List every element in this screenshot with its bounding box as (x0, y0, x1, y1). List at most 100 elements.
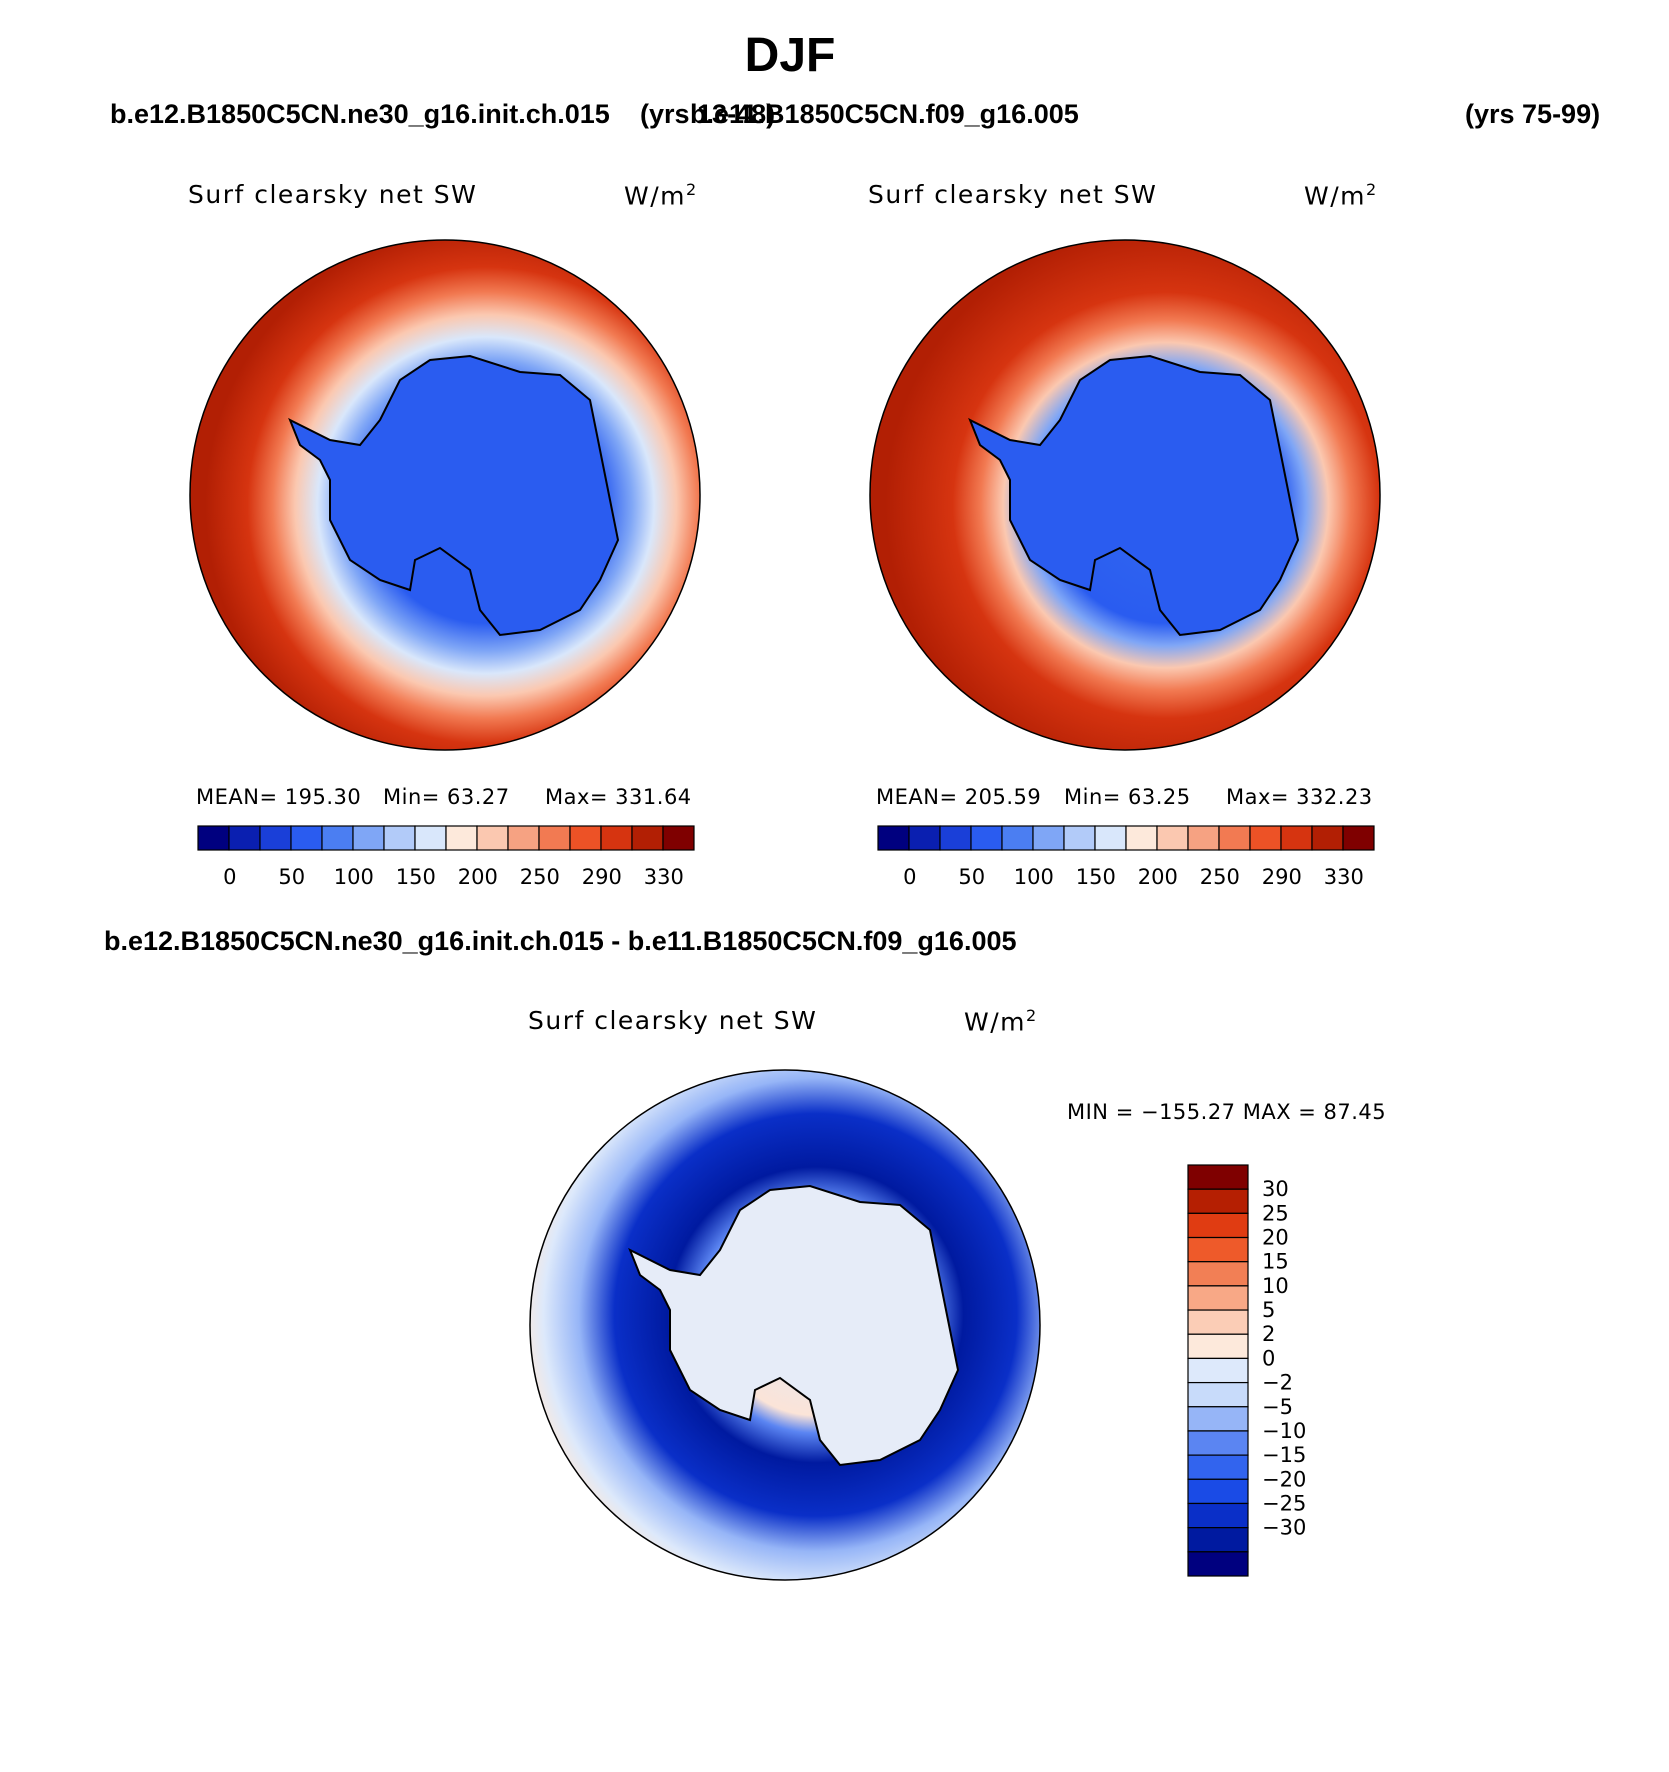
colorbar-diff-label: 20 (1262, 1226, 1289, 1250)
colorbar-diff-label: −2 (1262, 1371, 1293, 1395)
colorbar-a-swatch (600, 825, 633, 851)
colorbar-diff-swatch (1187, 1285, 1249, 1311)
colorbar-b-swatch (877, 825, 910, 851)
colorbar-b-swatch (1311, 825, 1344, 851)
panel-a-map (189, 239, 701, 751)
colorbar-diff-label: 2 (1262, 1322, 1275, 1346)
colorbar-a-label: 100 (334, 865, 374, 889)
panel-a-max: Max= 331.64 (545, 785, 692, 809)
colorbar-b-swatch (1187, 825, 1220, 851)
colorbar-a: 0 50 100 150 200 250 290 330 (197, 825, 695, 889)
colorbar-b-label: 330 (1324, 865, 1364, 889)
colorbar-a-swatch (569, 825, 602, 851)
colorbar-diff-swatch (1187, 1333, 1249, 1360)
colorbar-diff-swatch (1187, 1478, 1249, 1505)
colorbar-diff-swatch (1187, 1261, 1249, 1287)
colorbar-a-label: 250 (520, 865, 560, 889)
colorbar-diff-swatch (1187, 1357, 1249, 1384)
panel-a-min: Min= 63.27 (383, 785, 510, 809)
colorbar-b-swatch (1218, 825, 1251, 851)
colorbar-b: 0 50 100 150 200 250 290 330 (877, 825, 1375, 889)
colorbar-diff-swatch (1187, 1502, 1249, 1529)
colorbar-a-label: 200 (458, 865, 498, 889)
colorbar-b-label: 290 (1262, 865, 1302, 889)
panel-b-units: W/m2 (1304, 180, 1378, 211)
colorbar-b-swatch (1094, 825, 1127, 851)
colorbar-a-label: 290 (582, 865, 622, 889)
diff-units: W/m2 (964, 1006, 1038, 1037)
colorbar-diff-label: 5 (1262, 1298, 1275, 1322)
antarctica-outline-a (288, 354, 620, 637)
colorbar-diff-swatch (1187, 1309, 1249, 1335)
colorbar-diff-label: −5 (1262, 1395, 1293, 1419)
colorbar-b-label: 0 (903, 865, 916, 889)
diff-case-title: b.e12.B1850C5CN.ne30_g16.init.ch.015 - b… (104, 926, 1017, 956)
colorbar-diff-swatch (1187, 1430, 1249, 1456)
colorbar-a-label: 50 (278, 865, 305, 889)
colorbar-a-swatch (538, 825, 571, 851)
colorbar-diff-label: −15 (1262, 1443, 1306, 1467)
colorbar-b-swatch (1001, 825, 1034, 851)
diff-map (529, 1069, 1041, 1581)
colorbar-a-swatch (445, 825, 478, 851)
years-label-a: (yrs 13-48) (640, 99, 776, 129)
colorbar-b-swatch (1280, 825, 1313, 851)
panel-a-variable: Surf clearsky net SW (188, 180, 478, 209)
colorbar-diff-label: 15 (1262, 1250, 1289, 1274)
case-title-b: b.e11.B1850C5CN.f09_g16.005 (690, 99, 1079, 129)
colorbar-a-label: 150 (396, 865, 436, 889)
colorbar-diff-label: 10 (1262, 1274, 1289, 1298)
colorbar-b-swatch (1032, 825, 1065, 851)
colorbar-b-swatch (939, 825, 972, 851)
colorbar-diff-swatch (1187, 1236, 1249, 1263)
colorbar-diff-label: −30 (1262, 1516, 1306, 1540)
panel-b-variable: Surf clearsky net SW (868, 180, 1158, 209)
colorbar-diff-label: 25 (1262, 1201, 1289, 1225)
colorbar-b-swatch (1063, 825, 1096, 851)
colorbar-diff-label: −10 (1262, 1419, 1306, 1443)
colorbar-diff-label: −20 (1262, 1467, 1306, 1491)
colorbar-b-swatch (1342, 825, 1375, 851)
colorbar-a-swatch (197, 825, 230, 851)
antarctica-outline-b (968, 354, 1300, 637)
antarctica-outline-diff (628, 1184, 960, 1467)
colorbar-b-label: 200 (1138, 865, 1178, 889)
figure-title: DJF (744, 29, 836, 82)
colorbar-a-swatch (631, 825, 664, 851)
colorbar-a-swatch (383, 825, 416, 851)
colorbar-b-label: 250 (1200, 865, 1240, 889)
panel-a-units: W/m2 (624, 180, 698, 211)
colorbar-diff-label: −25 (1262, 1491, 1306, 1515)
colorbar-a-swatch (321, 825, 354, 851)
colorbar-a-swatch (476, 825, 509, 851)
diff-minmax: MIN = −155.27 MAX = 87.45 (1067, 1100, 1387, 1124)
colorbar-b-swatch (970, 825, 1003, 851)
colorbar-diff-swatch (1187, 1454, 1249, 1480)
colorbar-diff-swatch (1187, 1164, 1249, 1190)
colorbar-diff-label: 30 (1262, 1177, 1289, 1201)
panel-a-mean: MEAN= 195.30 (196, 785, 362, 809)
colorbar-a-swatch (507, 825, 540, 851)
colorbar-a-label: 330 (644, 865, 684, 889)
colorbar-b-label: 100 (1014, 865, 1054, 889)
colorbar-a-swatch (414, 825, 447, 851)
colorbar-diff-swatch (1187, 1551, 1249, 1577)
colorbar-diff-swatch (1187, 1212, 1249, 1239)
colorbar-diff-swatch (1187, 1406, 1249, 1432)
case-title-a: b.e12.B1850C5CN.ne30_g16.init.ch.015 (110, 99, 610, 129)
colorbar-b-swatch (908, 825, 941, 851)
colorbar-diff-swatch (1187, 1527, 1249, 1553)
colorbar-diff-swatch (1187, 1188, 1249, 1214)
colorbar-a-swatch (352, 825, 385, 851)
diff-variable: Surf clearsky net SW (528, 1006, 818, 1035)
colorbar-b-swatch (1249, 825, 1282, 851)
colorbar-a-label: 0 (223, 865, 236, 889)
panel-b-mean: MEAN= 205.59 (876, 785, 1042, 809)
colorbar-diff-label: 0 (1262, 1346, 1275, 1370)
colorbar-diff-swatch (1187, 1381, 1249, 1408)
colorbar-b-swatch (1156, 825, 1189, 851)
years-label-b: (yrs 75-99) (1465, 99, 1601, 129)
colorbar-a-swatch (259, 825, 292, 851)
